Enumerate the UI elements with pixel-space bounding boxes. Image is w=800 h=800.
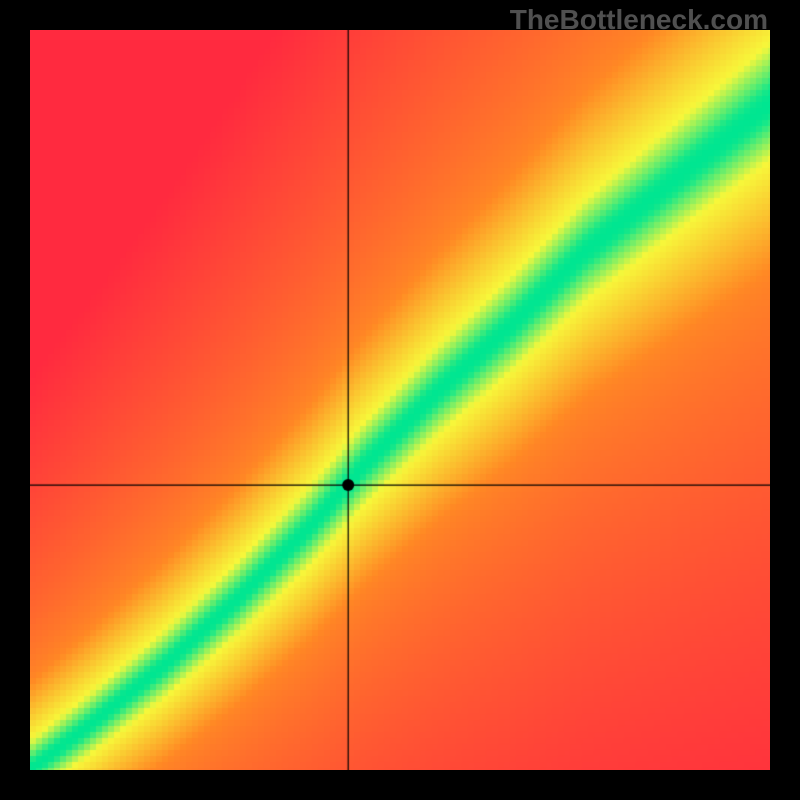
bottleneck-heatmap xyxy=(30,30,770,770)
watermark-text: TheBottleneck.com xyxy=(510,4,768,36)
chart-container: TheBottleneck.com xyxy=(0,0,800,800)
